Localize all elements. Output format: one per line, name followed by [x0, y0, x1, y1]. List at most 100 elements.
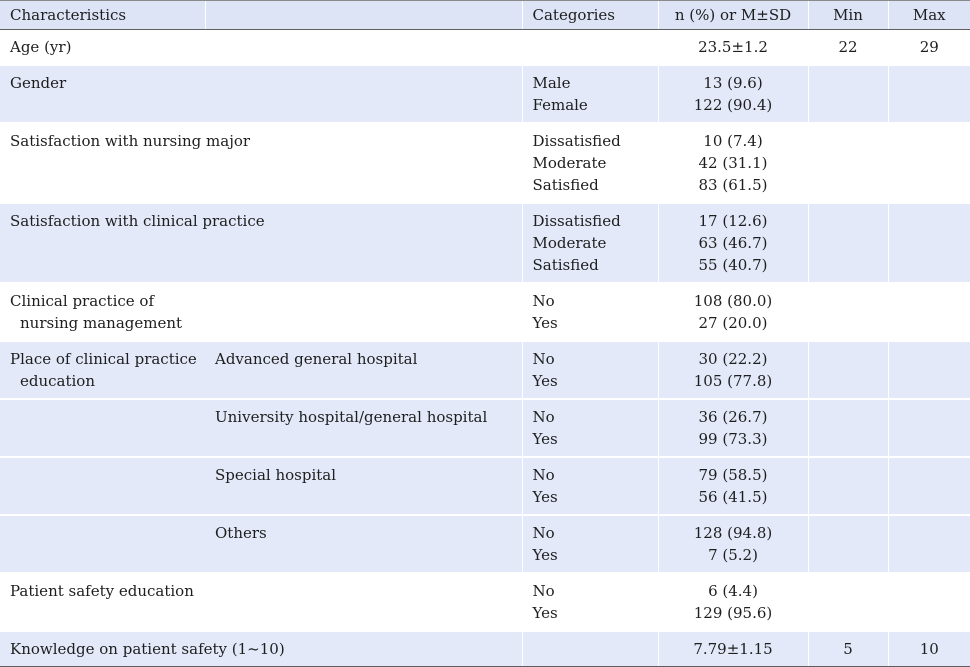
min-cell — [807, 283, 888, 342]
category-cell-text: No — [532, 408, 555, 426]
category-cell-text: Satisfied — [532, 176, 599, 194]
table-row: Satisfaction with nursing major Dissatisf… — [0, 123, 970, 204]
characteristic-cell-text: Gender — [10, 74, 67, 92]
category-cell: Male Female — [521, 65, 658, 124]
subcharacteristic-cell-text: Advanced general hospital — [215, 350, 418, 368]
characteristic-cell — [0, 399, 205, 458]
category-cell: No Yes — [521, 515, 658, 574]
max-cell — [887, 399, 970, 458]
characteristic-cell: Clinical practice of nursing management — [0, 283, 205, 342]
characteristic-cell-text: Clinical practice of — [10, 292, 155, 310]
min-cell — [807, 573, 888, 632]
characteristic-cell-text: Age (yr) — [10, 38, 72, 56]
header-n-percent: n (%) or M±SD — [657, 0, 808, 30]
header-subcharacteristics — [204, 0, 522, 30]
characteristic-cell-text: Satisfaction with clinical practice — [10, 212, 265, 230]
category-cell: Dissatisfied Moderate Satisfied — [521, 203, 658, 284]
value-cell: 108 (80.0) 27 (20.0) — [657, 283, 808, 342]
table-row: University hospital/general hospital No Ye… — [0, 399, 970, 458]
value-cell-text: 10 (7.4) — [703, 132, 763, 150]
category-cell: No Yes — [521, 573, 658, 632]
category-cell-text: Yes — [532, 488, 558, 506]
characteristic-cell-text: Satisfaction with nursing major — [10, 132, 251, 150]
value-cell-text: 30 (22.2) — [698, 350, 768, 368]
value-cell-text: 63 (46.7) — [698, 234, 768, 252]
value-cell-text: 108 (80.0) — [693, 292, 773, 310]
header-categories: Categories — [521, 0, 658, 30]
category-cell: Dissatisfied Moderate Satisfied — [521, 123, 658, 204]
category-cell-text: No — [532, 524, 555, 542]
category-cell: No Yes — [521, 399, 658, 458]
value-cell-text: 36 (26.7) — [698, 408, 768, 426]
max-cell — [887, 283, 970, 342]
characteristic-cell — [0, 457, 205, 516]
subcharacteristic-cell: Advanced general hospital — [205, 341, 522, 400]
subcharacteristic-cell-text: Special hospital — [215, 466, 337, 484]
characteristic-cell: Place of clinical practice education — [0, 341, 205, 400]
characteristic-cell: Satisfaction with nursing major — [0, 123, 251, 204]
header-min: Min — [807, 0, 888, 30]
value-cell-text: 17 (12.6) — [698, 212, 768, 230]
header-row: Characteristics Categories n (%) or M±SD… — [0, 0, 970, 30]
subcharacteristic-cell-text: Others — [215, 524, 267, 542]
min-cell — [807, 515, 888, 574]
category-cell-text: Female — [532, 96, 588, 114]
subcharacteristic-cell — [205, 29, 522, 66]
table-row: Patient safety education No Yes 6 (4.4) 129 … — [0, 573, 970, 632]
value-cell-text: 79 (58.5) — [698, 466, 768, 484]
max-cell — [887, 515, 970, 574]
table-row: Knowledge on patient safety (1~10) 7.79±1… — [0, 631, 970, 667]
table-row: Special hospital No Yes 79 (58.5) 56 (41.5) — [0, 457, 970, 516]
category-cell-text: Satisfied — [532, 256, 599, 274]
category-cell-text: No — [532, 350, 555, 368]
category-cell-text: No — [532, 582, 555, 600]
category-cell-text: Yes — [532, 546, 558, 564]
min-cell — [807, 341, 888, 400]
max-cell — [887, 341, 970, 400]
category-cell-text: No — [532, 466, 555, 484]
characteristic-cell: Age (yr) — [0, 29, 205, 66]
category-cell: No Yes — [521, 341, 658, 400]
value-cell: 10 (7.4) 42 (31.1) 83 (61.5) — [657, 123, 808, 204]
value-cell: 128 (94.8) 7 (5.2) — [657, 515, 808, 574]
characteristic-cell-text: Place of clinical practice — [10, 350, 197, 368]
max-cell — [887, 573, 970, 632]
value-cell-text: 122 (90.4) — [693, 96, 773, 114]
table-row: Others No Yes 128 (94.8) 7 (5.2) — [0, 515, 970, 574]
category-cell: No Yes — [521, 457, 658, 516]
characteristic-cell-text: education — [20, 372, 95, 390]
subcharacteristic-cell — [205, 283, 522, 342]
subcharacteristic-cell — [205, 123, 522, 204]
min-cell — [807, 399, 888, 458]
category-cell-text: Dissatisfied — [532, 132, 621, 150]
value-cell-text: 105 (77.8) — [693, 372, 773, 390]
table-row: Clinical practice of nursing management No… — [0, 283, 970, 342]
value-cell-text: 6 (4.4) — [708, 582, 758, 600]
characteristic-cell-text: Patient safety education — [10, 582, 194, 600]
value-cell-text: 7.79±1.15 — [693, 640, 773, 658]
max-cell — [887, 123, 970, 204]
value-cell-text: 13 (9.6) — [703, 74, 763, 92]
category-cell-text: Yes — [532, 430, 558, 448]
table-row: Gender Male Female 13 (9.6) 122 (90.4) — [0, 65, 970, 124]
value-cell: 79 (58.5) 56 (41.5) — [657, 457, 808, 516]
category-cell — [521, 29, 658, 66]
value-cell-text: 55 (40.7) — [698, 256, 768, 274]
characteristic-cell-text: nursing management — [20, 314, 183, 332]
min-cell: 22 — [807, 29, 888, 66]
value-cell-text: 99 (73.3) — [698, 430, 768, 448]
subcharacteristic-cell — [205, 65, 522, 124]
value-cell: 7.79±1.15 — [657, 631, 808, 667]
value-cell-text: 83 (61.5) — [698, 176, 768, 194]
category-cell-text: Yes — [532, 372, 558, 390]
value-cell-text: 128 (94.8) — [693, 524, 773, 542]
value-cell-text: 129 (95.6) — [693, 604, 773, 622]
min-cell: 5 — [807, 631, 888, 667]
header-characteristics: Characteristics — [0, 0, 205, 30]
characteristic-cell-text: Knowledge on patient safety (1~10) — [10, 640, 285, 658]
category-cell — [521, 631, 658, 667]
characteristic-cell: Satisfaction with clinical practice — [0, 203, 265, 284]
value-cell-text: 56 (41.5) — [698, 488, 768, 506]
value-cell: 13 (9.6) 122 (90.4) — [657, 65, 808, 124]
